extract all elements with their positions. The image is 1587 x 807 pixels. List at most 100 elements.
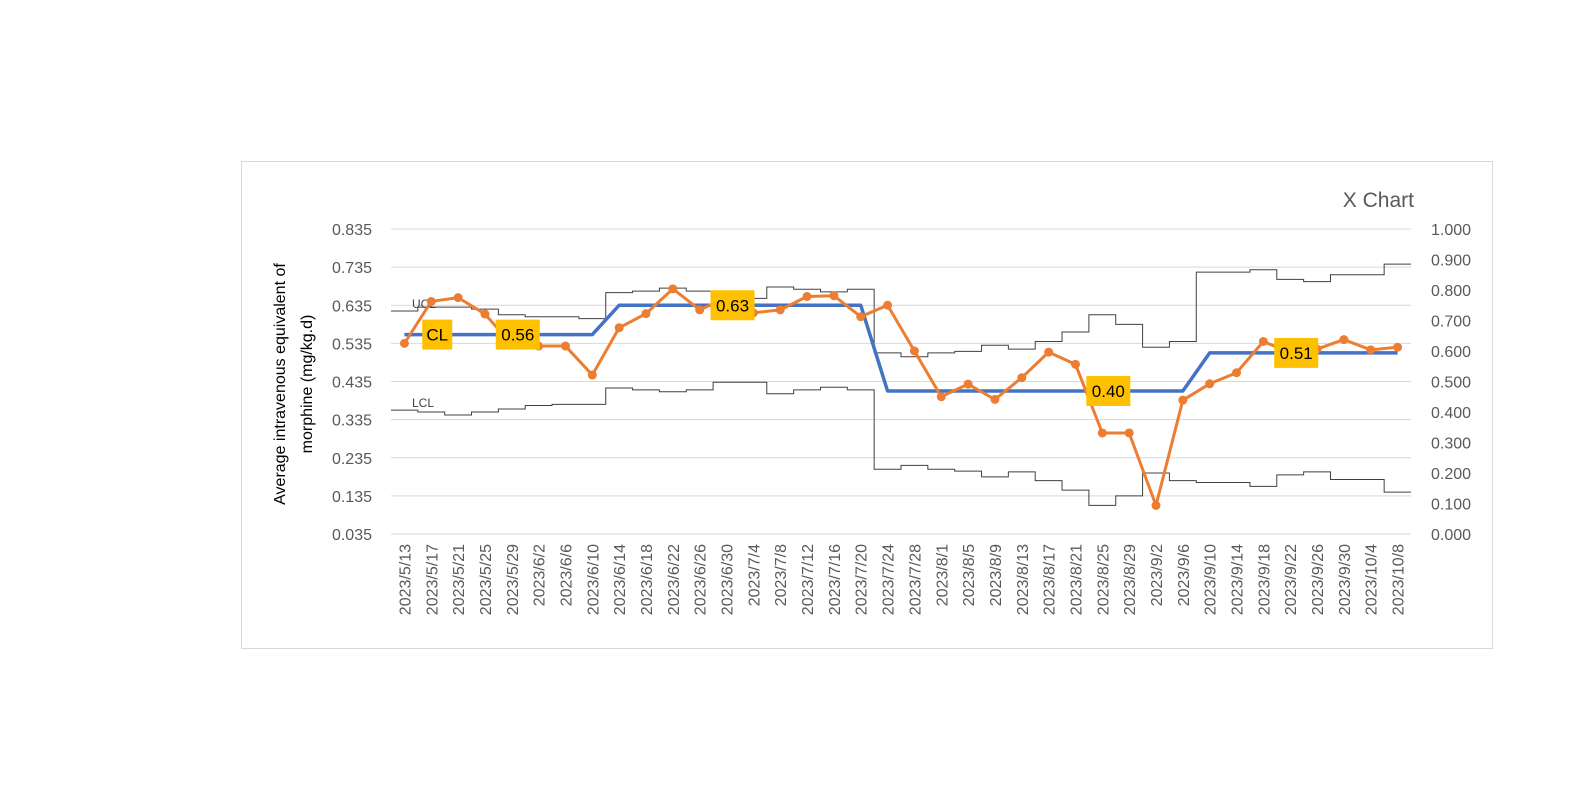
y-right-tick-label: 0.800 xyxy=(1431,283,1471,300)
annotation-box xyxy=(1274,337,1319,368)
x-series-point xyxy=(1044,347,1054,357)
x-series-point xyxy=(1258,336,1268,346)
x-tick-label: 2023/8/9 xyxy=(988,544,1005,606)
x-tick-label: 2023/9/10 xyxy=(1203,544,1220,615)
x-tick-label: 2023/9/30 xyxy=(1337,544,1354,615)
x-tick-label: 2023/10/4 xyxy=(1364,544,1381,615)
x-tick-label: 2023/9/2 xyxy=(1149,544,1166,606)
annotation-box xyxy=(495,319,540,350)
annotation-label: CL xyxy=(426,326,448,345)
y-right-tick-label: 0.400 xyxy=(1431,405,1471,422)
center-line xyxy=(404,303,1398,393)
x-tick-label: 2023/9/18 xyxy=(1256,544,1273,615)
annotation-box xyxy=(710,290,755,321)
x-tick-label: 2023/9/26 xyxy=(1310,544,1327,615)
x-series-point xyxy=(1124,428,1134,438)
y-right-tick-label: 1.000 xyxy=(1431,222,1471,239)
x-series-point xyxy=(426,296,436,306)
x-tick-label: 2023/7/8 xyxy=(773,544,790,606)
x-series-point xyxy=(560,341,570,351)
x-series-point xyxy=(990,394,1000,404)
x-tick-label: 2023/5/13 xyxy=(397,544,414,615)
x-tick-label: 2023/10/8 xyxy=(1391,544,1408,615)
x-series-point xyxy=(453,293,463,303)
x-series-point xyxy=(909,346,919,356)
x-tick-label: 2023/9/14 xyxy=(1230,544,1247,615)
x-tick-label: 2023/6/2 xyxy=(532,544,549,606)
x-tick-label: 2023/7/4 xyxy=(746,544,763,606)
x-series-point xyxy=(587,370,597,380)
x-tick-label: 2023/8/13 xyxy=(1015,544,1032,615)
x-series-point xyxy=(1151,500,1161,510)
x-series-point xyxy=(829,291,839,301)
annotation-label: 0.63 xyxy=(716,296,749,315)
x-series-point xyxy=(1017,373,1027,383)
lcl-label: LCL xyxy=(412,396,434,410)
x-tick-label: 2023/8/21 xyxy=(1068,544,1085,615)
lcl-line: LCL xyxy=(391,381,1411,506)
x-series-point xyxy=(1339,335,1349,345)
chart-frame xyxy=(241,161,1493,649)
y-right-tick-label: 0.500 xyxy=(1431,375,1471,392)
x-tick-label: 2023/9/22 xyxy=(1283,544,1300,615)
y-left-tick-label: 0.235 xyxy=(332,451,372,468)
x-series-point xyxy=(1393,342,1403,352)
x-tick-label: 2023/7/16 xyxy=(827,544,844,615)
x-series-point xyxy=(856,312,866,322)
y-left-tick-label: 0.735 xyxy=(332,260,372,277)
y-left-ticks: 0.835 0.735 0.635 0.535 0.435 0.335 0.235 0.135… xyxy=(332,222,372,544)
x-series-point xyxy=(480,309,490,319)
x-series-point xyxy=(614,323,624,333)
annotation-label: 0.40 xyxy=(1092,382,1125,401)
ucl-step-line xyxy=(391,263,1411,358)
y-right-tick-label: 0.000 xyxy=(1431,527,1471,544)
x-tick-label: 2023/6/26 xyxy=(693,544,710,615)
x-ticks: 2023/5/13 2023/5/17 2023/5/21 2023/5/25 2023… xyxy=(397,544,1407,615)
x-tick-label: 2023/7/20 xyxy=(854,544,871,615)
ucl-line: UCL xyxy=(391,263,1411,358)
y-left-tick-label: 0.535 xyxy=(332,336,372,353)
y-right-tick-label: 0.300 xyxy=(1431,436,1471,453)
x-tick-label: 2023/6/18 xyxy=(639,544,656,615)
x-series-point xyxy=(668,284,678,294)
y-left-tick-label: 0.135 xyxy=(332,489,372,506)
y-left-tick-label: 0.835 xyxy=(332,222,372,239)
x-tick-label: 2023/6/30 xyxy=(720,544,737,615)
center-line-path xyxy=(404,303,1398,393)
y-right-tick-label: 0.200 xyxy=(1431,466,1471,483)
x-tick-label: 2023/6/10 xyxy=(585,544,602,615)
x-series-point xyxy=(1070,359,1080,369)
y-axis-label-line2: morphine (mg/kg.d) xyxy=(299,315,316,454)
x-series-point xyxy=(936,392,946,402)
lcl-step-line xyxy=(391,381,1411,506)
x-tick-label: 2023/7/28 xyxy=(907,544,924,615)
x-tick-label: 2023/7/24 xyxy=(881,544,898,615)
x-tick-label: 2023/5/25 xyxy=(478,544,495,615)
x-series-point xyxy=(1178,395,1188,405)
y-left-tick-label: 0.435 xyxy=(332,375,372,392)
x-tick-label: 2023/8/29 xyxy=(1122,544,1139,615)
x-series-point xyxy=(883,300,893,310)
annotation-label: 0.56 xyxy=(501,326,534,345)
x-tick-label: 2023/5/21 xyxy=(451,544,468,615)
gridlines xyxy=(391,228,1411,535)
x-tick-label: 2023/6/14 xyxy=(612,544,629,615)
annotation-label: 0.51 xyxy=(1280,344,1313,363)
x-tick-label: 2023/5/29 xyxy=(505,544,522,615)
annotation-box xyxy=(422,319,453,350)
x-tick-label: 2023/8/25 xyxy=(1095,544,1112,615)
y-axis-label-line1: Average intravenous equivalent of xyxy=(272,263,289,505)
y-left-tick-label: 0.335 xyxy=(332,413,372,430)
x-series-point xyxy=(963,379,973,389)
y-left-tick-label: 0.635 xyxy=(332,298,372,315)
y-right-tick-label: 0.700 xyxy=(1431,314,1471,331)
x-series xyxy=(399,284,1403,510)
x-tick-label: 2023/6/6 xyxy=(558,544,575,606)
x-series-point xyxy=(641,309,651,319)
x-series-point xyxy=(399,338,409,348)
y-right-tick-label: 0.900 xyxy=(1431,253,1471,270)
x-tick-label: 2023/8/5 xyxy=(961,544,978,606)
x-tick-label: 2023/8/17 xyxy=(1042,544,1059,615)
x-series-point xyxy=(1205,379,1215,389)
